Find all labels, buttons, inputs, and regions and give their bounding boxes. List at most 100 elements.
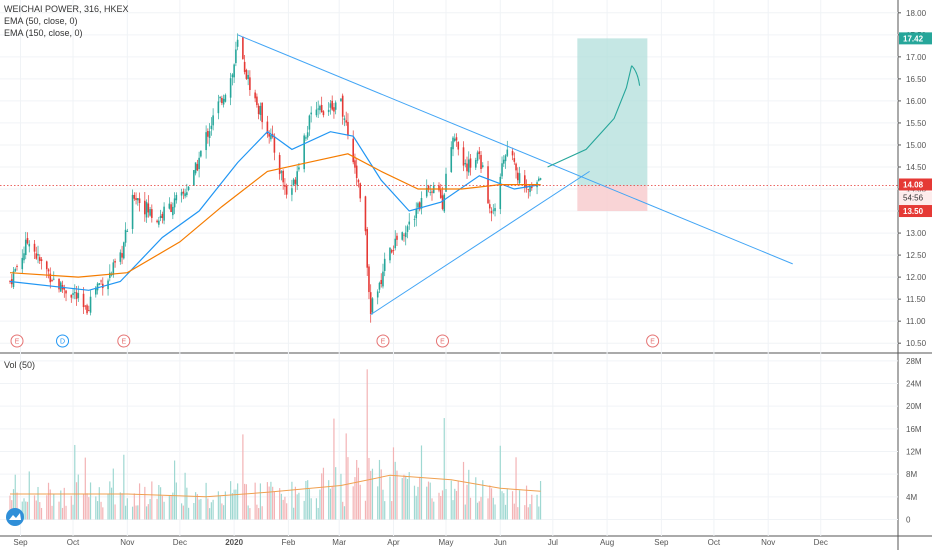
candle-body [331,101,333,110]
volume-bar [209,508,210,519]
candle-body [345,120,347,122]
price-tick-label: 15.00 [906,141,927,150]
volume-bar [149,499,150,520]
volume-bar [85,458,86,520]
price-tick-label: 11.50 [906,295,926,304]
volume-bar [445,489,446,519]
volume-bar [36,501,37,520]
candle-body [256,97,258,105]
candle-body [379,283,381,290]
time-tick-label: Mar [332,538,346,547]
candle-body [295,180,297,184]
candle-body [205,132,207,150]
candle-body [174,198,176,207]
volume-bar [466,485,467,520]
candle-body [499,177,501,209]
volume-bar [370,471,371,520]
volume-bar [207,499,208,520]
volume-bar [440,496,441,520]
candle-body [538,179,540,181]
volume-bar [391,501,392,519]
candle-body [394,239,396,248]
candle-body [35,253,37,258]
volume-bar [419,477,420,520]
candle-body [65,291,67,294]
candle-body [405,232,407,237]
candle-body [463,147,465,165]
volume-bar [283,500,284,520]
candle-body [46,261,48,269]
volume-bar [199,500,200,520]
volume-bar [260,483,261,519]
volume-bar [58,502,59,520]
volume-bar [211,502,212,519]
volume-bar [197,494,198,519]
volume-bar [379,460,380,520]
price-tick-label: 11.00 [906,317,926,326]
ema150-legend[interactable]: EMA (150, close, 0) [4,27,129,39]
volume-bar [491,488,492,519]
chart-title[interactable]: WEICHAI POWER, 316, HKEX [4,3,129,15]
volume-bar [458,481,459,520]
time-tick-label: Jul [548,538,558,547]
volume-bar [95,496,96,519]
long-position-tool[interactable] [577,38,647,211]
volume-bar [51,506,52,520]
time-tick-label: Sep [13,538,28,547]
volume-bar [53,494,54,519]
candle-body [109,273,111,278]
candle-body [417,203,419,207]
candle-body [170,204,172,212]
volume-bar [88,497,89,519]
candle-body [323,111,325,115]
candle-body [377,291,379,297]
volume-bar [489,485,490,519]
candle-body [212,115,214,125]
volume-bar [269,487,270,520]
candle-body [307,132,309,137]
candle-body [51,280,53,281]
volume-bar [319,490,320,520]
volume-legend[interactable]: Vol (50) [4,360,35,370]
volume-tick-label: 0 [906,516,911,525]
volume-bar [223,505,224,519]
candle-body [237,40,239,47]
candle-body [382,272,384,287]
time-tick-label: May [438,538,453,547]
volume-bar [41,508,42,520]
candle-body [125,230,127,243]
volume-bar [421,445,422,519]
candle-body [333,107,335,111]
volume-bar [235,490,236,520]
candle-body [531,187,533,188]
volume-bar [417,487,418,520]
volume-bar [340,474,341,520]
candle-body [540,178,542,180]
candle-body [352,139,354,162]
volume-bar [270,482,271,520]
ema50-legend[interactable]: EMA (50, close, 0) [4,15,129,27]
volume-bar [405,476,406,520]
volume-bar [255,483,256,520]
candle-body [16,266,18,267]
volume-bar [538,507,539,520]
candle-body [281,171,283,173]
volume-bar [354,477,355,519]
volume-bar [279,488,280,519]
volume-bar [125,506,126,520]
candle-body [99,283,101,284]
candle-body [160,216,162,218]
volume-tick-label: 28M [906,357,922,366]
volume-bar [100,502,101,520]
candle-body [193,170,195,186]
volume-bar [500,446,501,520]
profit-zone [577,38,647,185]
candle-body [477,152,479,160]
candle-body [37,254,39,256]
candle-body [58,279,60,290]
candle-body [368,267,370,293]
candle-body [27,238,29,243]
candle-body [454,139,456,141]
volume-bar [454,489,455,520]
